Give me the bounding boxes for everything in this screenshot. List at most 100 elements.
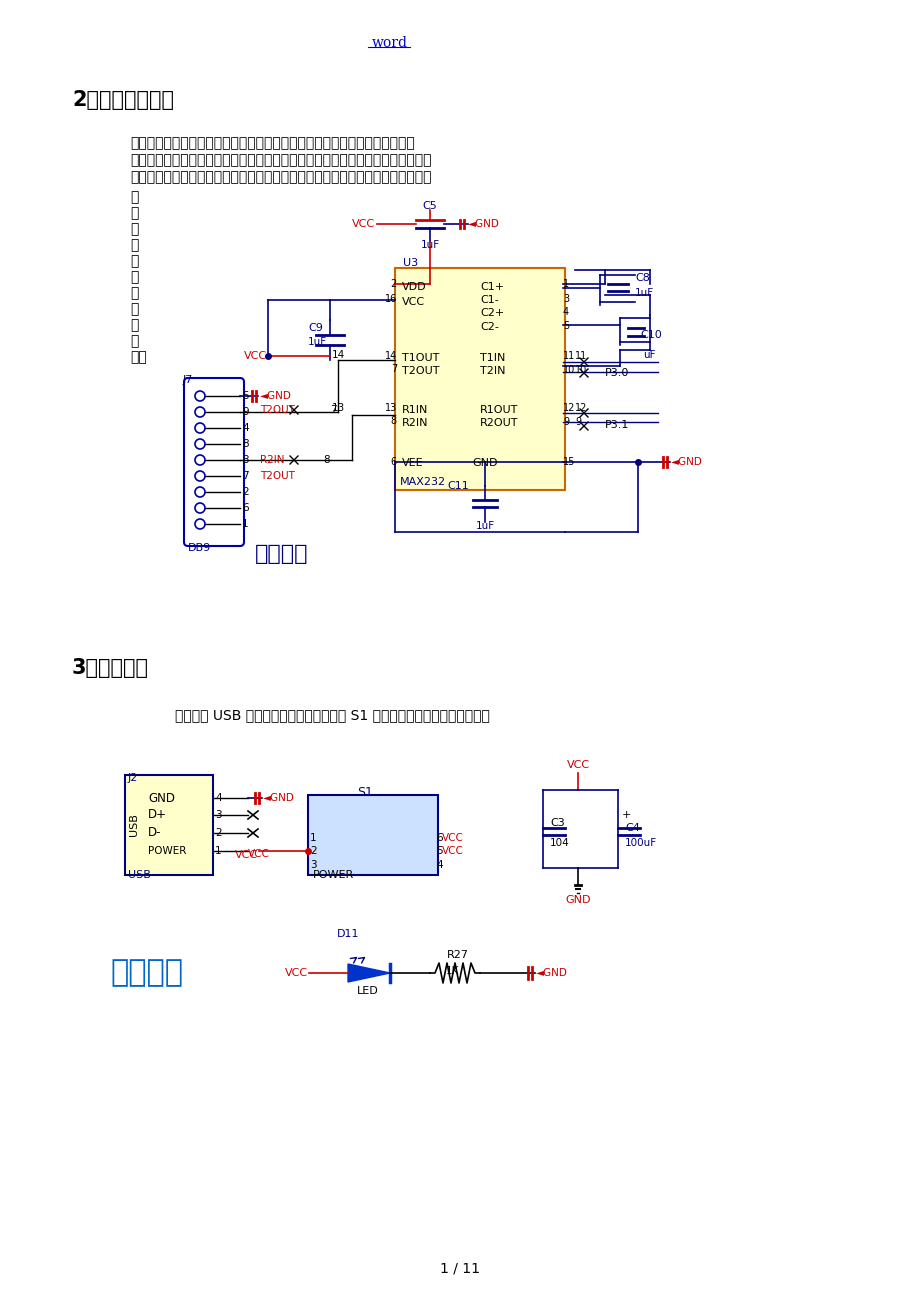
Text: 5: 5 (242, 391, 248, 401)
Text: 2: 2 (310, 846, 316, 855)
Text: 7: 7 (242, 471, 248, 480)
Text: 7: 7 (330, 405, 336, 415)
Text: C5: C5 (422, 201, 437, 211)
Text: J7: J7 (183, 375, 193, 385)
Text: 12: 12 (562, 404, 574, 413)
Text: T2OUT: T2OUT (402, 366, 439, 376)
Text: R1OUT: R1OUT (480, 405, 517, 415)
Text: T2IN: T2IN (480, 366, 505, 376)
Text: T1IN: T1IN (480, 353, 505, 363)
Text: 2: 2 (391, 279, 397, 289)
Text: R2IN: R2IN (260, 454, 284, 465)
Text: 1uF: 1uF (308, 337, 327, 348)
Text: 1uF: 1uF (420, 240, 439, 250)
Text: 1: 1 (242, 519, 248, 529)
Text: 11: 11 (574, 352, 586, 361)
Text: 示。: 示。 (130, 350, 147, 365)
Text: 2: 2 (242, 487, 248, 497)
Text: 16: 16 (384, 294, 397, 303)
Polygon shape (347, 963, 390, 982)
Text: P3.0: P3.0 (605, 368, 629, 378)
Text: 供电线路: 供电线路 (110, 958, 183, 987)
Text: GND: GND (564, 894, 590, 905)
Text: 1uF: 1uF (475, 521, 494, 531)
Text: 1: 1 (215, 846, 221, 855)
Text: 13: 13 (332, 404, 345, 413)
Text: 1: 1 (310, 833, 316, 842)
Text: 4: 4 (562, 307, 569, 316)
Text: 10: 10 (562, 365, 574, 375)
Text: D+: D+ (148, 809, 167, 822)
Text: USB: USB (129, 814, 139, 836)
Text: 104: 104 (550, 838, 569, 848)
Text: 11: 11 (562, 352, 574, 361)
Text: GND: GND (148, 792, 175, 805)
Text: C9: C9 (308, 323, 323, 333)
Text: 所: 所 (130, 335, 138, 348)
Text: 4: 4 (242, 423, 248, 434)
Text: C8: C8 (634, 273, 649, 283)
Text: C1-: C1- (480, 296, 498, 305)
Text: 3、供电电路: 3、供电电路 (72, 658, 149, 678)
Text: VCC: VCC (234, 850, 257, 861)
Text: 3: 3 (242, 454, 248, 465)
Text: 1 / 11: 1 / 11 (439, 1262, 480, 1275)
Text: uF: uF (642, 350, 654, 359)
Text: 15: 15 (562, 457, 574, 467)
Text: 13: 13 (384, 404, 397, 413)
Text: word: word (371, 36, 407, 49)
Text: VEE: VEE (402, 458, 423, 467)
Text: U3: U3 (403, 258, 417, 268)
Text: R2IN: R2IN (402, 418, 428, 428)
Text: 图: 图 (130, 318, 138, 332)
Text: P3.1: P3.1 (605, 421, 629, 430)
Text: 3: 3 (310, 861, 316, 870)
Text: 3: 3 (215, 810, 221, 820)
Text: 7: 7 (391, 365, 397, 374)
Text: 4: 4 (436, 861, 442, 870)
Text: J2: J2 (128, 773, 138, 783)
Text: S1: S1 (357, 786, 372, 799)
FancyBboxPatch shape (184, 378, 244, 546)
Text: 如: 如 (130, 254, 138, 268)
Text: 速度较慢。一条信息的各位数据被逐位按顺序传送的通讯方式称为串行通讯。串口: 速度较慢。一条信息的各位数据被逐位按顺序传送的通讯方式称为串行通讯。串口 (130, 171, 431, 184)
Text: POWER: POWER (312, 870, 354, 880)
Text: ◄GND: ◄GND (670, 457, 702, 467)
Text: 2、串口与其电路: 2、串口与其电路 (72, 90, 174, 109)
Text: C3: C3 (550, 818, 564, 828)
Text: 如: 如 (130, 286, 138, 299)
Text: 14: 14 (384, 352, 397, 361)
Text: 输线就可以实现双向通信，从而大大降低了本钉，特别适用于远距离通信，但传送: 输线就可以实现双向通信，从而大大降低了本钉，特别适用于远距离通信，但传送 (130, 154, 431, 167)
Text: 8: 8 (242, 439, 248, 449)
Bar (125, 775, 213, 875)
Text: 5: 5 (436, 846, 442, 855)
Text: 串口下载: 串口下载 (255, 544, 308, 564)
Text: C11: C11 (447, 480, 469, 491)
Text: C2+: C2+ (480, 309, 504, 318)
Text: 路: 路 (130, 238, 138, 253)
Text: R27: R27 (447, 950, 469, 960)
Text: 8: 8 (323, 454, 330, 465)
Text: LED: LED (357, 986, 379, 996)
Text: 电: 电 (130, 223, 138, 236)
Bar (394, 268, 564, 490)
Text: 8: 8 (391, 417, 397, 426)
Text: MAX232: MAX232 (400, 477, 446, 487)
Text: 100uF: 100uF (624, 838, 656, 848)
Text: 10: 10 (574, 365, 586, 375)
Text: VCC: VCC (441, 833, 463, 842)
Text: 串行接口是指数据一位一位地顺序传送，其特点是通信线路简单，只要一对传: 串行接口是指数据一位一位地顺序传送，其特点是通信线路简单，只要一对传 (130, 135, 414, 150)
Text: 9: 9 (562, 417, 569, 427)
Text: 3: 3 (562, 294, 569, 303)
Text: ◄GND: ◄GND (263, 793, 295, 803)
Text: C1+: C1+ (480, 283, 504, 292)
Text: VCC: VCC (248, 849, 269, 859)
Text: 6: 6 (391, 457, 397, 467)
Text: 下: 下 (130, 190, 138, 204)
Text: 下: 下 (130, 302, 138, 316)
Bar (308, 796, 437, 875)
Text: DB9: DB9 (187, 543, 211, 553)
Text: D-: D- (148, 827, 162, 840)
Text: 9: 9 (242, 408, 248, 417)
Text: USB: USB (128, 870, 151, 880)
